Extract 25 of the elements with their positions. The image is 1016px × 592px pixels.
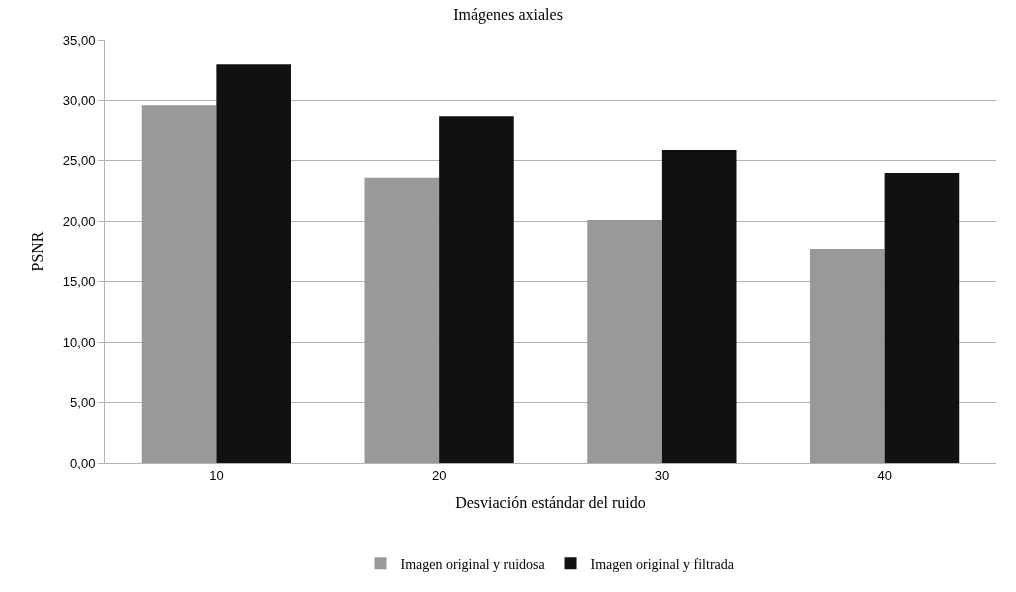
y-axis-title: PSNR — [28, 231, 46, 272]
x-tick-label: 40 — [877, 467, 892, 483]
y-tick-label: 25,00 — [62, 153, 96, 169]
bar — [216, 64, 291, 463]
y-tick-label: 10,00 — [62, 334, 96, 350]
bar — [884, 172, 960, 463]
bar — [661, 149, 737, 463]
y-tick-label: 20,00 — [62, 213, 96, 229]
x-tick-label: 30 — [654, 467, 670, 483]
y-tick-label: 35,00 — [62, 32, 96, 48]
y-tick-label: 15,00 — [62, 274, 96, 290]
bar — [587, 220, 662, 463]
bar — [810, 249, 885, 463]
x-axis-title: Desviación estándar del ruido — [455, 494, 646, 512]
bar — [141, 105, 217, 463]
legend-label: Imagen original y filtrada — [590, 556, 735, 572]
y-tick-label: 30,00 — [62, 92, 96, 108]
chart-title: Imágenes axiales — [453, 6, 563, 25]
x-tick-label: 20 — [431, 467, 447, 483]
x-tick-label: 10 — [209, 467, 224, 483]
legend-label: Imagen original y ruidosa — [400, 556, 546, 572]
y-tick-label: 5,00 — [70, 395, 96, 411]
bar — [439, 116, 514, 463]
bar — [364, 177, 440, 463]
y-tick-label: 0,00 — [70, 455, 96, 471]
